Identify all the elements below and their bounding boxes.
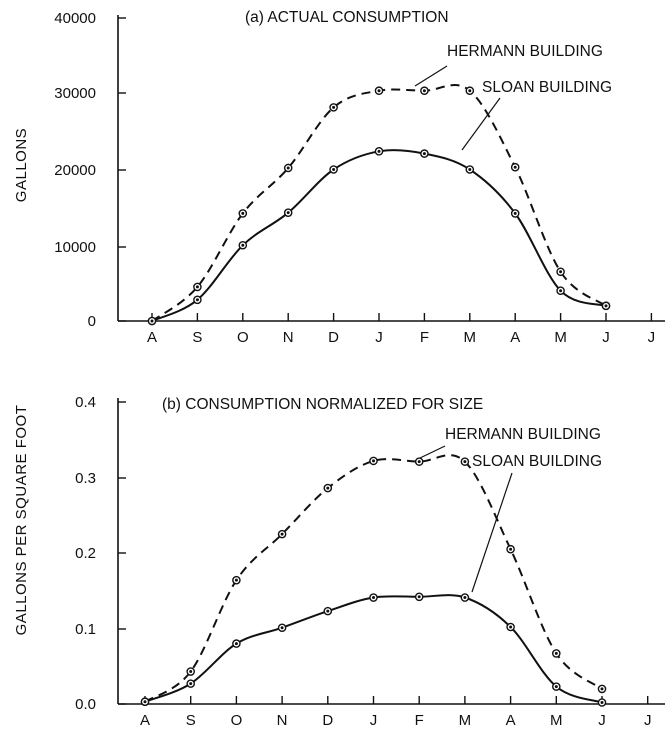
data-point-sloan	[552, 682, 561, 691]
y-axis-label: GALLONS	[13, 128, 30, 202]
data-point-hermann	[556, 267, 565, 277]
data-point-hermann	[460, 457, 470, 466]
data-point-sloan	[277, 623, 287, 633]
series-line-hermann	[151, 84, 607, 322]
x-tick-label: M	[459, 712, 472, 729]
leader-line-sloan	[461, 97, 501, 151]
data-point-hermann	[369, 456, 378, 466]
data-point-hermann	[186, 667, 195, 676]
x-tick-label: M	[554, 329, 567, 346]
x-tick-label: O	[237, 329, 249, 346]
series-label-sloan: SLOAN BUILDING	[472, 453, 602, 470]
x-tick-label: S	[192, 329, 202, 346]
x-tick-label: A	[140, 712, 150, 729]
x-tick-label: A	[506, 712, 516, 729]
data-point-sloan	[147, 316, 157, 326]
x-tick-label: D	[328, 329, 339, 346]
data-point-sloan	[556, 286, 565, 296]
x-tick-label: A	[510, 329, 520, 346]
data-point-sloan	[193, 295, 202, 305]
y-tick-label: 30000	[54, 85, 96, 102]
x-tick-label: J	[370, 712, 378, 729]
y-tick-label: 40000	[54, 10, 96, 27]
data-point-hermann	[329, 103, 338, 112]
data-point-hermann	[374, 86, 384, 96]
data-point-hermann	[323, 483, 333, 493]
chart-panel-actual-consumption: (a) ACTUAL CONSUMPTION GALLONS HERMANN B…	[13, 9, 665, 346]
data-point-hermann	[283, 163, 293, 173]
x-tick-label: A	[147, 329, 157, 346]
data-point-hermann	[193, 282, 202, 292]
chart-title: (b) CONSUMPTION NORMALIZED FOR SIZE	[162, 396, 483, 413]
data-point-hermann	[465, 86, 475, 96]
x-tick-label: F	[420, 329, 429, 346]
data-point-hermann	[506, 544, 515, 554]
data-point-sloan	[323, 606, 333, 616]
y-tick-label: 0.3	[75, 470, 96, 487]
series-line-sloan	[151, 149, 607, 322]
data-point-sloan	[329, 165, 338, 174]
y-tick-label: 10000	[54, 239, 96, 256]
chart-panel-normalized-consumption: (b) CONSUMPTION NORMALIZED FOR SIZE GALL…	[13, 394, 665, 729]
data-point-hermann	[414, 457, 424, 466]
data-point-sloan	[465, 165, 475, 174]
data-point-hermann	[597, 684, 607, 694]
series-label-sloan: SLOAN BUILDING	[482, 79, 612, 96]
data-point-sloan	[601, 301, 611, 311]
y-tick-label: 20000	[54, 162, 96, 179]
data-point-sloan	[238, 240, 248, 250]
series-label-hermann: HERMANN BUILDING	[445, 426, 601, 443]
data-point-sloan	[420, 149, 429, 158]
x-tick-label: N	[277, 712, 288, 729]
series-line-sloan	[144, 594, 603, 704]
y-tick-label: 0	[88, 313, 96, 330]
x-tick-label: J	[648, 329, 656, 346]
data-point-sloan	[510, 209, 520, 218]
x-tick-label: J	[602, 329, 610, 346]
x-tick-label: M	[550, 712, 563, 729]
y-tick-label: 0.1	[75, 621, 96, 638]
x-tick-label: J	[598, 712, 606, 729]
leader-line-hermann	[419, 445, 446, 459]
y-tick-label: 0.0	[75, 696, 96, 713]
x-tick-label: O	[231, 712, 243, 729]
y-tick-label: 0.2	[75, 545, 96, 562]
data-point-sloan	[506, 622, 515, 632]
data-point-hermann	[277, 529, 287, 539]
data-point-sloan	[369, 593, 378, 602]
data-point-sloan	[374, 147, 384, 156]
x-tick-label: J	[644, 712, 652, 729]
y-axis-label: GALLONS PER SQUARE FOOT	[13, 405, 30, 636]
series-label-hermann: HERMANN BUILDING	[447, 43, 603, 60]
leader-line-hermann	[414, 65, 448, 87]
x-tick-label: D	[322, 712, 333, 729]
chart-title: (a) ACTUAL CONSUMPTION	[245, 9, 449, 26]
data-point-sloan	[186, 679, 195, 688]
data-point-hermann	[238, 209, 248, 218]
data-point-sloan	[460, 593, 470, 602]
series-line-hermann	[144, 454, 603, 703]
data-point-hermann	[552, 649, 561, 658]
data-point-sloan	[283, 208, 293, 217]
x-tick-label: N	[283, 329, 294, 346]
data-point-sloan	[597, 698, 607, 707]
data-point-hermann	[510, 162, 520, 172]
data-point-sloan	[232, 639, 241, 648]
x-tick-label: J	[375, 329, 383, 346]
data-point-hermann	[232, 575, 241, 585]
data-point-sloan	[414, 592, 424, 602]
leader-line-sloan	[471, 472, 513, 593]
y-tick-label: 0.4	[75, 394, 96, 411]
x-tick-label: M	[464, 329, 477, 346]
x-tick-label: S	[186, 712, 196, 729]
x-tick-label: F	[415, 712, 424, 729]
data-point-sloan	[140, 697, 150, 707]
data-point-hermann	[420, 86, 429, 96]
